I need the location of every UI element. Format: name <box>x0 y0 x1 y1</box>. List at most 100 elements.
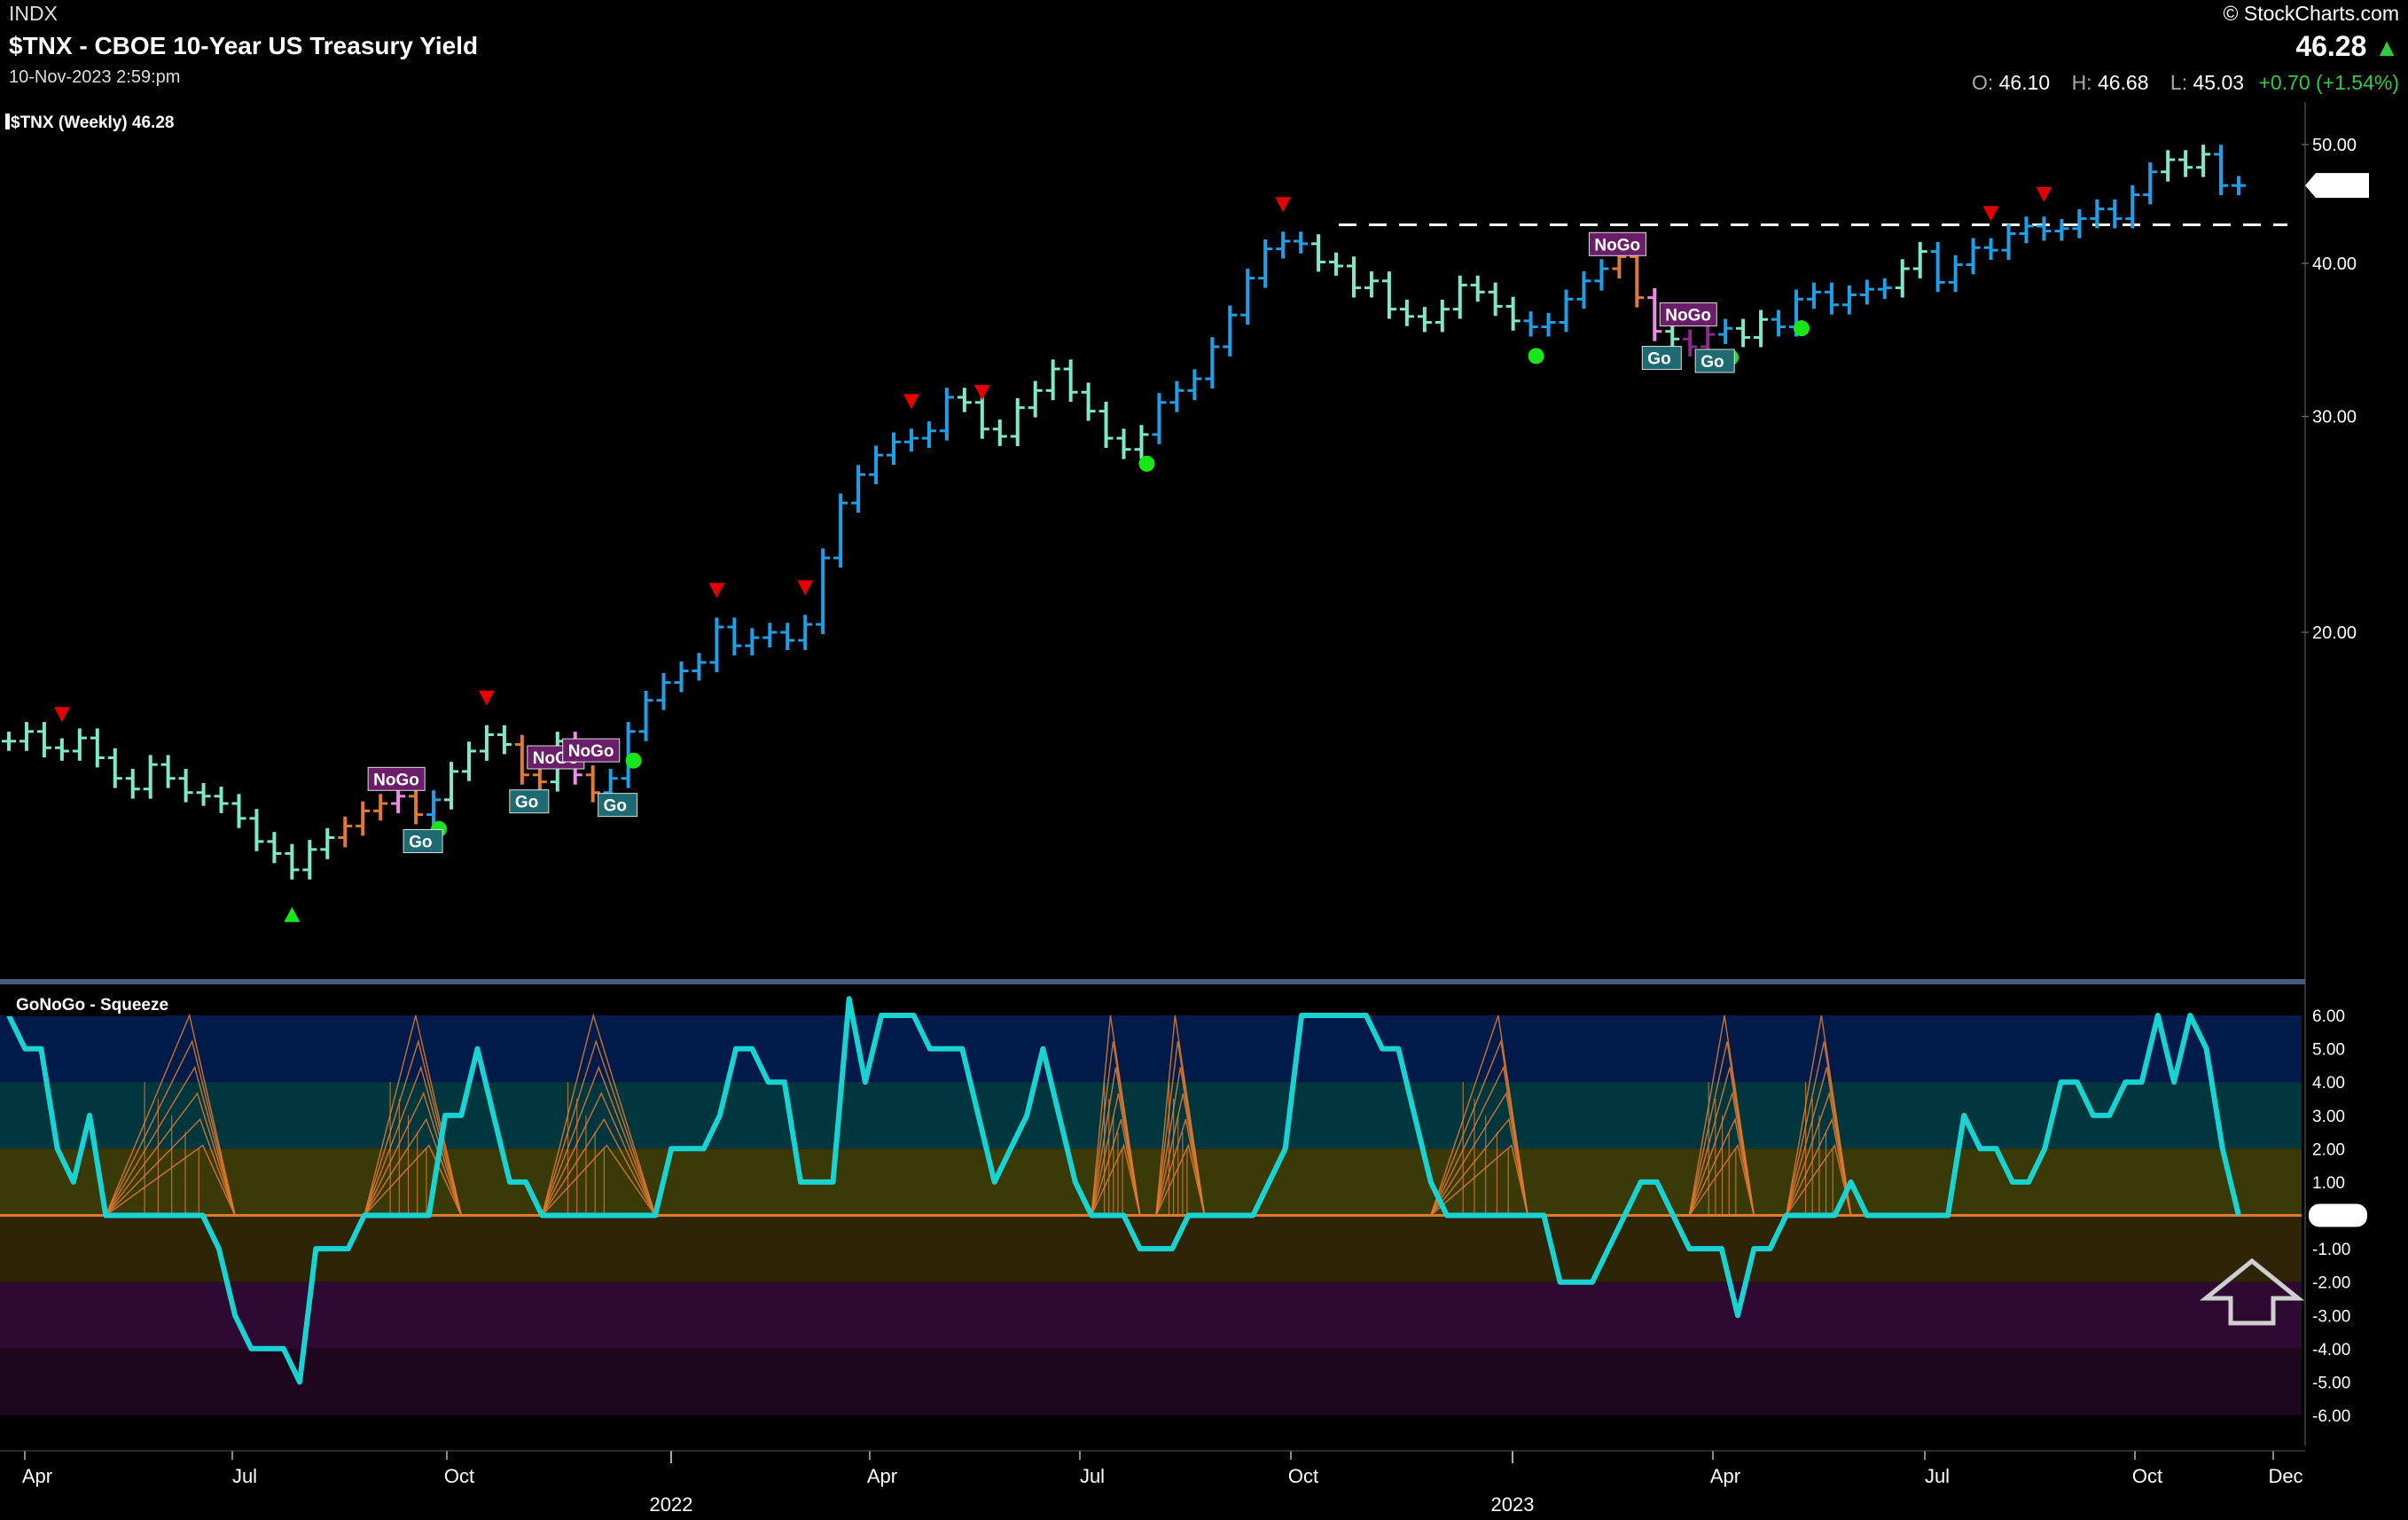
squeeze-cone-line <box>541 1038 656 1216</box>
green-dot <box>1793 320 1810 337</box>
price-y-tick: 30.00 <box>2312 408 2357 427</box>
red-down-triangle-icon <box>708 583 725 599</box>
x-year-label: 2023 <box>1491 1493 1535 1516</box>
exchange-label: INDX <box>9 2 58 25</box>
osc-y-tick: 2.00 <box>2312 1140 2345 1159</box>
osc-last-tag-bg <box>2309 1203 2367 1227</box>
last-price: 46.28 ▲ <box>2295 30 2399 63</box>
osc-y-tick: -1.00 <box>2312 1241 2350 1259</box>
osc-band-go <box>0 1082 2302 1149</box>
red-down-triangle-icon <box>53 707 70 723</box>
osc-y-tick: 1.00 <box>2312 1174 2345 1193</box>
x-month-label: Jul <box>1080 1465 1105 1487</box>
squeeze-cone-line <box>105 1065 236 1216</box>
green-dot <box>625 752 642 769</box>
osc-band-nogo <box>0 1281 2302 1349</box>
nogo-badge-label: NoGo <box>373 771 419 789</box>
high-value: 46.68 <box>2097 71 2149 94</box>
osc-band-strong-go <box>0 1015 2302 1083</box>
osc-y-tick: -3.00 <box>2312 1307 2350 1326</box>
squeeze-cone-line <box>1688 1015 1755 1216</box>
squeeze-cone-line <box>1688 1143 1755 1216</box>
red-down-triangle-icon <box>903 394 919 410</box>
last-price-value: 46.28 <box>2295 30 2367 62</box>
osc-y-tick: 5.00 <box>2312 1041 2345 1060</box>
squeeze-cone-line <box>105 1013 236 1216</box>
squeeze-cone-line <box>541 1013 656 1216</box>
osc-y-tick: -2.00 <box>2312 1274 2350 1293</box>
x-month-label: Jul <box>232 1465 257 1487</box>
low-value: 45.03 <box>2193 71 2245 94</box>
chart-header: INDX $TNX - CBOE 10-Year US Treasury Yie… <box>0 0 2408 102</box>
open-label: O: <box>1971 71 1994 94</box>
squeeze-cone-line <box>1091 1143 1141 1216</box>
squeeze-cone-line <box>364 1117 462 1216</box>
squeeze-cone-line <box>105 1039 236 1216</box>
chart-title: $TNX - CBOE 10-Year US Treasury Yield <box>9 32 479 59</box>
osc-y-tick: -5.00 <box>2312 1374 2350 1392</box>
red-down-triangle-icon <box>2036 186 2052 202</box>
nogo-badge-label: NoGo <box>568 742 614 761</box>
panel-separator <box>0 979 2305 984</box>
squeeze-cone-line <box>364 1091 463 1216</box>
go-badge-label: Go <box>1647 350 1670 369</box>
gonogo-oscillator-line <box>6 996 2241 1385</box>
stockcharts-brand[interactable]: © StockCharts.com <box>2223 2 2399 25</box>
osc-y-tick: -4.00 <box>2312 1341 2350 1359</box>
up-triangle-icon: ▲ <box>2374 34 2399 61</box>
price-label-marker <box>5 114 10 129</box>
osc-y-tick: 3.00 <box>2312 1108 2345 1126</box>
x-month-label: Apr <box>22 1465 52 1487</box>
price-y-tick: 40.00 <box>2312 255 2357 274</box>
nogo-badge <box>1659 302 1717 327</box>
squeeze-cone-line <box>1430 1144 1528 1217</box>
squeeze-cone-line <box>105 1144 236 1217</box>
osc-band-weak-go <box>0 1148 2302 1216</box>
osc-band-strong-nogo <box>0 1348 2302 1415</box>
red-down-triangle-icon <box>1982 206 1999 222</box>
price-y-tick: 20.00 <box>2312 623 2357 643</box>
nogo-badge <box>1588 231 1646 256</box>
price-last-tag: 46.28 <box>2318 177 2360 196</box>
change-value: +0.70 (+1.54%) <box>2258 71 2399 94</box>
x-month-label: Oct <box>444 1465 474 1487</box>
nogo-badge <box>562 738 621 763</box>
squeeze-cone-line <box>1091 1015 1141 1216</box>
go-badge-label: Go <box>1700 353 1724 372</box>
green-up-triangle-icon <box>284 906 301 922</box>
go-badge <box>598 793 638 818</box>
nogo-badge-label: NoGo <box>1665 307 1711 325</box>
osc-y-tick: 6.00 <box>2312 1007 2345 1026</box>
osc-label-bg <box>5 991 165 1016</box>
red-down-triangle-icon <box>973 385 990 401</box>
go-badge <box>1694 349 1735 373</box>
x-year-label: 2022 <box>650 1493 693 1516</box>
go-badge <box>1641 346 1682 371</box>
price-y-tick: 50.00 <box>2312 136 2357 155</box>
squeeze-cone-line <box>541 1065 656 1216</box>
osc-last-tag: 0.00 <box>2318 1208 2350 1226</box>
chart-datetime: 10-Nov-2023 2:59:pm <box>9 67 181 87</box>
squeeze-cone-line <box>105 1092 236 1216</box>
red-down-triangle-icon <box>478 690 495 706</box>
green-dot <box>1138 455 1155 472</box>
green-dot <box>1528 348 1544 364</box>
low-label: L: <box>2170 71 2188 94</box>
price-panel-label: $TNX (Weekly) 46.28 <box>11 114 174 132</box>
squeeze-cone-line <box>364 1015 463 1216</box>
ohlc-readout: O: 46.10 H: 46.68 L: 45.03 +0.70 (+1.54%… <box>1972 71 2399 95</box>
x-month-label: Jul <box>1925 1465 1950 1487</box>
squeeze-cone-line <box>541 1144 656 1217</box>
squeeze-cone-line <box>364 1144 462 1217</box>
high-label: H: <box>2071 71 2092 94</box>
squeeze-cone-line <box>364 1038 463 1216</box>
osc-y-tick: -6.00 <box>2312 1407 2350 1426</box>
squeeze-cone-line <box>364 1065 463 1216</box>
up-arrow-icon <box>2199 1258 2305 1326</box>
go-badge-label: Go <box>409 833 432 851</box>
go-badge-label: Go <box>604 797 627 816</box>
go-badge <box>403 828 443 853</box>
price-last-tag-bg <box>2305 173 2369 199</box>
squeeze-cone-line <box>105 1117 236 1217</box>
